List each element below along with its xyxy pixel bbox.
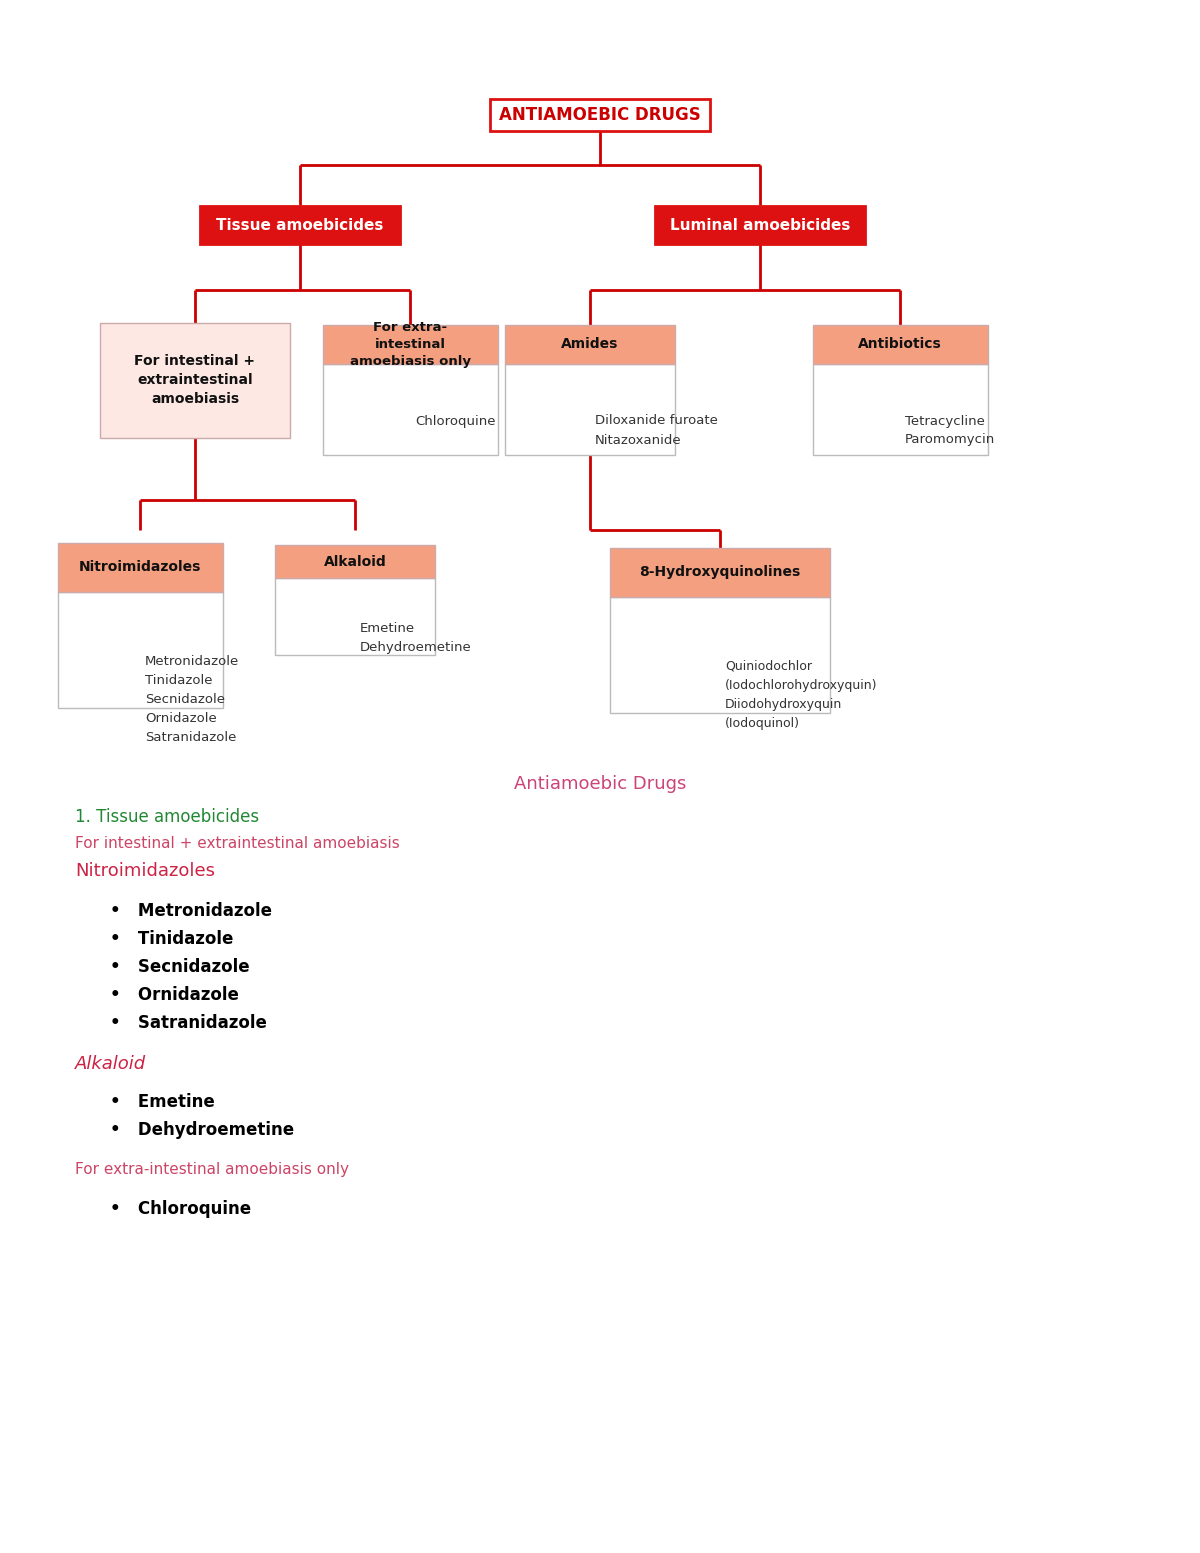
Text: •   Secnidazole: • Secnidazole	[110, 958, 250, 975]
Text: •   Dehydroemetine: • Dehydroemetine	[110, 1121, 294, 1138]
Text: Quiniodochlor
(Iodochlorohydroxyquin)
Diiodohydroxyquin
(Iodoquinol): Quiniodochlor (Iodochlorohydroxyquin) Di…	[725, 660, 877, 730]
Text: •   Tinidazole: • Tinidazole	[110, 930, 233, 947]
Text: •   Satranidazole: • Satranidazole	[110, 1014, 266, 1033]
Text: Amides: Amides	[562, 337, 619, 351]
FancyBboxPatch shape	[610, 548, 830, 596]
Text: Tissue amoebicides: Tissue amoebicides	[216, 217, 384, 233]
FancyBboxPatch shape	[505, 325, 674, 363]
Text: Tetracycline
Paromomycin: Tetracycline Paromomycin	[905, 415, 995, 447]
Text: Emetine
Dehydroemetine: Emetine Dehydroemetine	[360, 621, 472, 654]
Text: Luminal amoebicides: Luminal amoebicides	[670, 217, 850, 233]
FancyBboxPatch shape	[100, 323, 290, 438]
FancyBboxPatch shape	[323, 325, 498, 363]
Text: Nitroimidazoles: Nitroimidazoles	[79, 561, 202, 575]
Text: •   Emetine: • Emetine	[110, 1093, 215, 1110]
Text: •   Metronidazole: • Metronidazole	[110, 902, 272, 919]
FancyBboxPatch shape	[275, 578, 436, 655]
FancyBboxPatch shape	[58, 542, 222, 592]
FancyBboxPatch shape	[505, 363, 674, 455]
Text: 1. Tissue amoebicides: 1. Tissue amoebicides	[74, 808, 259, 826]
FancyBboxPatch shape	[200, 207, 400, 244]
Text: Nitroimidazoles: Nitroimidazoles	[74, 862, 215, 881]
Text: Metronidazole
Tinidazole
Secnidazole
Ornidazole
Satranidazole: Metronidazole Tinidazole Secnidazole Orn…	[145, 655, 239, 744]
Text: Alkaloid: Alkaloid	[324, 554, 386, 568]
Text: Antiamoebic Drugs: Antiamoebic Drugs	[514, 775, 686, 794]
Text: •   Chloroquine: • Chloroquine	[110, 1200, 251, 1218]
FancyBboxPatch shape	[58, 592, 222, 708]
FancyBboxPatch shape	[610, 596, 830, 713]
FancyBboxPatch shape	[323, 363, 498, 455]
Text: •   Ornidazole: • Ornidazole	[110, 986, 239, 1003]
FancyBboxPatch shape	[275, 545, 436, 578]
FancyBboxPatch shape	[812, 363, 988, 455]
Text: Diloxanide furoate
Nitazoxanide: Diloxanide furoate Nitazoxanide	[595, 415, 718, 447]
Text: For intestinal +
extraintestinal
amoebiasis: For intestinal + extraintestinal amoebia…	[134, 354, 256, 405]
Text: Alkaloid: Alkaloid	[74, 1054, 146, 1073]
FancyBboxPatch shape	[490, 99, 710, 130]
Text: For intestinal + extraintestinal amoebiasis: For intestinal + extraintestinal amoebia…	[74, 836, 400, 851]
Text: Chloroquine: Chloroquine	[415, 415, 496, 427]
FancyBboxPatch shape	[812, 325, 988, 363]
Text: For extra-intestinal amoebiasis only: For extra-intestinal amoebiasis only	[74, 1162, 349, 1177]
Text: Antibiotics: Antibiotics	[858, 337, 942, 351]
Text: ANTIAMOEBIC DRUGS: ANTIAMOEBIC DRUGS	[499, 106, 701, 124]
Text: For extra-
intestinal
amoebiasis only: For extra- intestinal amoebiasis only	[349, 321, 470, 368]
Text: 8-Hydroxyquinolines: 8-Hydroxyquinolines	[640, 565, 800, 579]
FancyBboxPatch shape	[655, 207, 865, 244]
